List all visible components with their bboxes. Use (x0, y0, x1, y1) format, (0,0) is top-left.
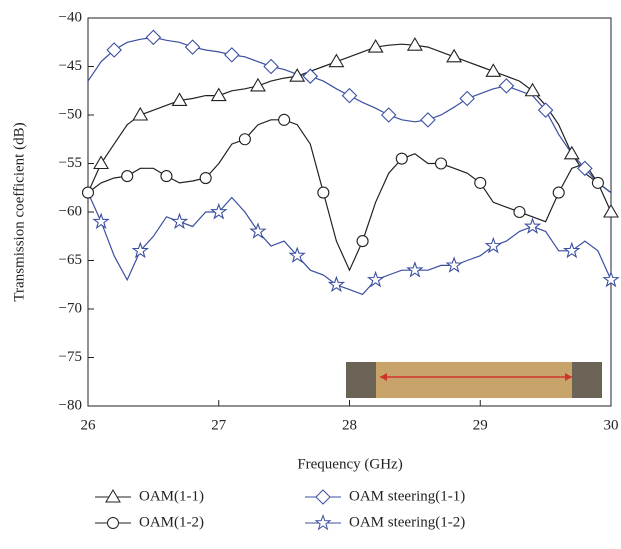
legend-marker (105, 489, 121, 503)
x-tick-label: 28 (342, 417, 357, 433)
connector (572, 362, 602, 398)
y-axis-label: Transmission coefficient (dB) (11, 122, 27, 301)
legend-marker (107, 517, 120, 529)
legend-marker (314, 513, 332, 531)
series-marker (341, 87, 358, 104)
inset-photo (346, 362, 602, 398)
series-marker (249, 222, 267, 239)
series-marker (106, 42, 122, 58)
series-marker (288, 246, 306, 264)
series-marker (184, 39, 201, 55)
series-marker (289, 68, 306, 82)
series-marker (523, 217, 542, 234)
series-marker (485, 63, 502, 77)
series-marker (209, 202, 228, 220)
series-marker (278, 113, 291, 126)
legend-label: OAM steering(1-2) (349, 514, 465, 530)
series-line (87, 36, 612, 194)
series-marker (356, 235, 369, 248)
series-line (87, 43, 612, 213)
series-marker (562, 241, 581, 259)
series-marker (406, 37, 423, 51)
series-marker (474, 176, 487, 189)
series-marker (513, 206, 526, 218)
y-tick-label: −40 (59, 9, 82, 25)
series-marker (459, 90, 475, 107)
y-tick-label: −75 (59, 349, 82, 365)
series-marker (81, 186, 95, 199)
series-marker (250, 77, 266, 92)
series-marker (591, 176, 604, 189)
series-marker (170, 212, 189, 230)
series-marker (263, 58, 279, 75)
series-marker (498, 78, 515, 94)
series-marker (327, 275, 346, 293)
y-tick-label: −60 (59, 203, 82, 219)
series-marker (145, 29, 162, 46)
y-tick-label: −80 (59, 397, 82, 413)
series-marker (446, 48, 463, 63)
series-marker (366, 270, 385, 288)
series-marker (552, 186, 565, 199)
series-marker (420, 112, 436, 128)
series-marker (406, 261, 424, 278)
y-tick-label: −45 (59, 58, 82, 74)
series-marker (317, 186, 330, 199)
x-tick-label: 30 (604, 417, 619, 433)
series-marker (92, 212, 110, 230)
connector (346, 362, 376, 398)
series-marker (131, 241, 149, 259)
series-line (87, 192, 612, 296)
legend-marker (315, 489, 331, 505)
series-marker (577, 160, 593, 177)
x-axis-label: Frequency (GHz) (297, 456, 402, 472)
y-tick-label: −50 (59, 106, 82, 122)
y-tick-label: −65 (59, 252, 82, 268)
x-tick-label: 29 (473, 417, 488, 433)
x-tick-label: 26 (81, 417, 97, 433)
legend-label: OAM steering(1-1) (349, 488, 465, 504)
series-marker (537, 102, 554, 118)
y-tick-label: −55 (59, 155, 82, 171)
series-marker (210, 87, 227, 102)
series-marker (121, 170, 134, 183)
legend-label: OAM(1-1) (139, 488, 204, 504)
series-marker (367, 39, 384, 53)
series-marker (484, 236, 503, 254)
series-line (87, 119, 612, 272)
x-tick-label: 27 (211, 417, 227, 433)
series-marker (238, 133, 251, 146)
series-marker (563, 145, 580, 160)
series-marker (524, 82, 541, 97)
photo (346, 362, 602, 398)
series-marker (603, 203, 619, 218)
series-marker (445, 256, 463, 273)
series-marker (199, 172, 212, 185)
legend-label: OAM(1-2) (139, 514, 204, 530)
series-marker (160, 170, 173, 183)
series-marker (302, 68, 319, 84)
series-marker (395, 152, 408, 165)
series-marker (132, 106, 149, 121)
series-marker (328, 53, 345, 68)
y-tick-label: −70 (59, 300, 82, 316)
series-marker (602, 270, 620, 288)
series-marker (93, 155, 110, 170)
plot-frame (87, 17, 612, 407)
series-marker (380, 107, 397, 123)
series-marker (171, 92, 188, 106)
series-marker (224, 47, 240, 63)
series-marker (434, 157, 448, 170)
